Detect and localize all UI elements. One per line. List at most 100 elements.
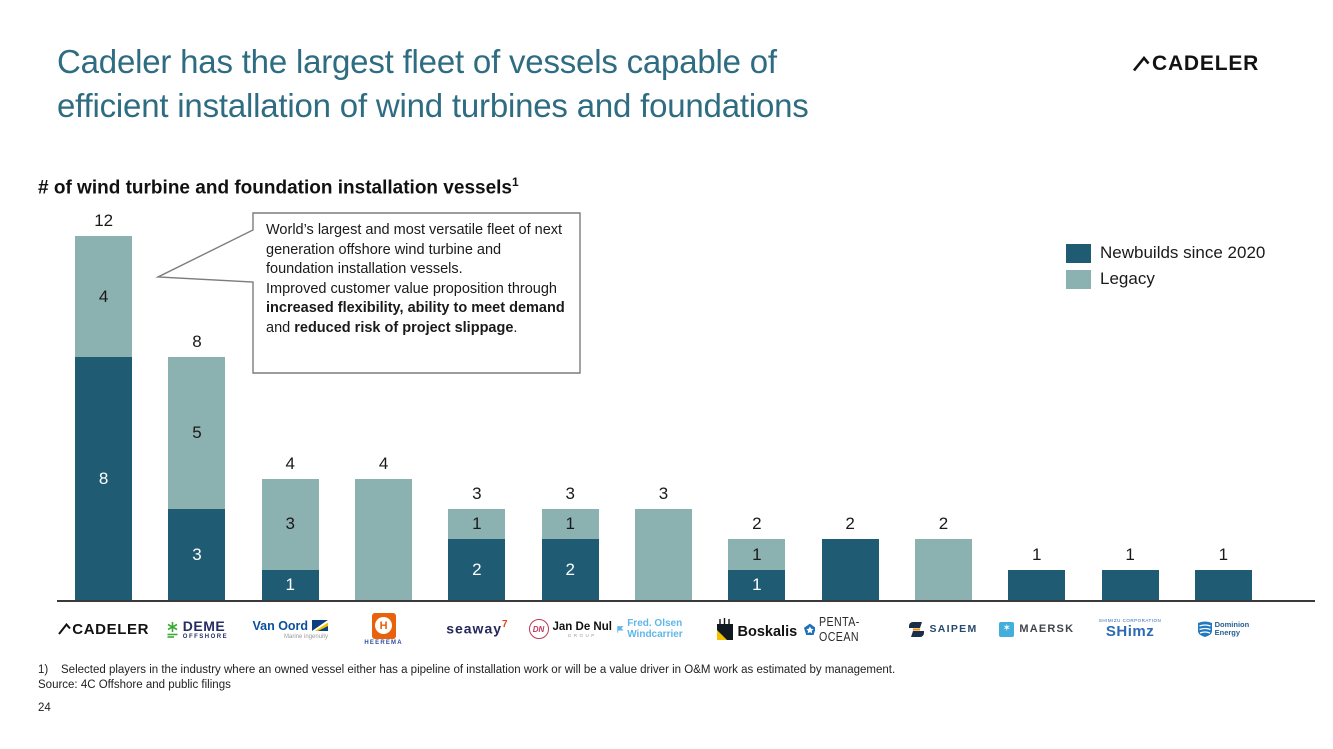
bar-segment-value: 1 (752, 574, 762, 594)
jandenul-logo: DN Jan De Nul GROUP (528, 619, 612, 639)
x-axis-line (57, 600, 1315, 602)
bar-segment-value: 1 (472, 514, 482, 534)
bar-segment-newbuilds: 1 (261, 569, 319, 600)
bar-total-label: 4 (378, 453, 389, 473)
bar-segment-legacy: 1 (728, 539, 786, 570)
seaway7-logo: seaway7 (446, 619, 507, 638)
bar-segment-newbuilds: 1 (728, 569, 786, 600)
bar-total-label: 1 (1032, 544, 1042, 564)
logo-cell-seaway7: seaway7 (430, 606, 523, 652)
pentaocean-icon (803, 623, 816, 635)
maersk-logo: ✶ MAERSK (999, 621, 1075, 637)
bar-stack (1101, 569, 1159, 600)
jandenul-icon: DN (528, 619, 549, 639)
logo-cell-saipem: SAIPEM (897, 606, 990, 652)
company-logos-row: CADELER DEME OFFSHORE Van O (57, 606, 1270, 652)
heerema-logo-text: HEEREMA (364, 639, 403, 646)
bar-column-heerema: 4 (337, 454, 430, 600)
logo-cell-vanoord: Van Oord Marine ingenuity (244, 606, 337, 652)
bar-segment-legacy: 1 (448, 509, 506, 540)
footnote-text: Selected players in the industry where a… (61, 664, 896, 676)
slide-title-line2: efficient installation of wind turbines … (57, 87, 809, 124)
bar-segment-legacy: 5 (168, 357, 226, 510)
bar-column-dominion-energy: 1 (1177, 545, 1270, 600)
dominion-logo-text2: Energy (1214, 628, 1241, 637)
heerema-icon: H (371, 612, 396, 639)
bar-column-saipem: 2 (897, 514, 990, 600)
bar-segment-legacy: 3 (261, 478, 319, 570)
bar-segment-value: 3 (192, 544, 202, 564)
bar-total-label: 8 (192, 332, 202, 352)
bar-column-seaway7: 3 1 2 (430, 484, 523, 600)
seaway7-logo-text: seaway (446, 620, 503, 637)
bar-column-deme-offshore: 8 5 3 (150, 332, 243, 600)
bar-stack (1194, 569, 1252, 600)
vanoord-flag-icon (312, 620, 329, 631)
bar-segment-value: 1 (285, 574, 296, 594)
bar-total-label: 2 (938, 514, 949, 534)
legend-label-newbuilds: Newbuilds since 2020 (1100, 243, 1266, 262)
legend-item-legacy: Legacy (1066, 269, 1265, 289)
jandenul-logo-text: Jan De Nul (552, 620, 612, 633)
dominion-logo: Dominion Energy (1197, 620, 1249, 638)
bar-segment-value: 5 (192, 423, 202, 443)
logo-cell-jandenul: DN Jan De Nul GROUP (524, 606, 617, 652)
footnote-marker: 1) (38, 664, 49, 676)
saipem-logo-text: SAIPEM (929, 623, 978, 635)
seaway7-logo-seven: 7 (502, 619, 508, 631)
dominion-icon (1197, 621, 1212, 637)
bar-segment-newbuilds: 8 (75, 357, 133, 600)
callout-mid: and (266, 319, 295, 336)
callout-bubble (155, 212, 581, 374)
bar-columns: 12 4 8 8 5 3 4 3 1 4 3 1 2 3 1 2 3 2 1 1 2 2 1 1 1 (57, 206, 1270, 600)
fredolsen-flag-icon (617, 626, 624, 633)
bar-column-maersk: 1 (990, 545, 1083, 600)
bar-column-cadeler: 12 4 8 (57, 211, 150, 600)
maersk-logo-text: MAERSK (1019, 623, 1075, 635)
bar-segment-legacy (355, 478, 413, 600)
bar-segment-value: 2 (472, 559, 482, 579)
slide-title: Cadeler has the largest fleet of vessels… (57, 40, 1097, 128)
bar-column-shimizu: 1 (1083, 545, 1176, 600)
vanoord-logo: Van Oord Marine ingenuity (252, 618, 329, 640)
vanoord-logo-text: Van Oord (252, 618, 309, 633)
logo-cell-heerema: H HEEREMA (337, 606, 430, 652)
fredolsen-logo-text: Fred. Olsen Windcarrier (627, 618, 683, 640)
bar-segment-newbuilds: 2 (448, 539, 506, 600)
bar-total-label: 1 (1218, 544, 1229, 564)
bar-segment-legacy (914, 539, 972, 600)
bar-segment-legacy: 1 (541, 509, 599, 540)
logo-cell-shimz: SHIMIZU CORPORATION SHimz (1083, 606, 1176, 652)
bar-total-label: 3 (565, 484, 575, 504)
cadeler-brand-logo: CADELER (1133, 52, 1259, 76)
bar-segment-newbuilds (1101, 569, 1159, 600)
bar-total-label: 12 (94, 211, 114, 231)
cadeler-logo: CADELER (58, 621, 149, 638)
bar-column-penta-ocean: 2 (804, 514, 897, 600)
bar-segment-legacy (635, 509, 693, 600)
slide-title-line1: Cadeler has the largest fleet of vessels… (57, 43, 777, 80)
bar-total-label: 3 (472, 484, 482, 504)
deme-icon (167, 621, 178, 638)
bar-column-fred-olsen-windcarrier: 3 (617, 484, 710, 600)
boskalis-logo-text: Boskalis (737, 624, 798, 640)
bar-segment-newbuilds (1008, 569, 1066, 600)
legend-label-legacy: Legacy (1100, 269, 1155, 288)
pentaocean-logo: PENTA-OCEAN (803, 614, 897, 644)
boskalis-icon (716, 618, 733, 640)
bar-stack (1008, 569, 1066, 600)
deme-logo: DEME OFFSHORE (166, 618, 228, 640)
legend-swatch-legacy (1066, 269, 1091, 289)
bar-total-label: 3 (658, 484, 669, 504)
boskalis-logo: Boskalis (716, 618, 798, 640)
saipem-logo: SAIPEM (909, 621, 978, 637)
legend-swatch-newbuilds (1066, 243, 1091, 263)
boskalis-square-icon (716, 624, 733, 640)
callout-bold1: increased flexibility, ability to meet d… (266, 300, 565, 316)
chart-legend: Newbuilds since 2020 Legacy (1066, 243, 1265, 289)
boskalis-crown-icon (719, 618, 730, 624)
